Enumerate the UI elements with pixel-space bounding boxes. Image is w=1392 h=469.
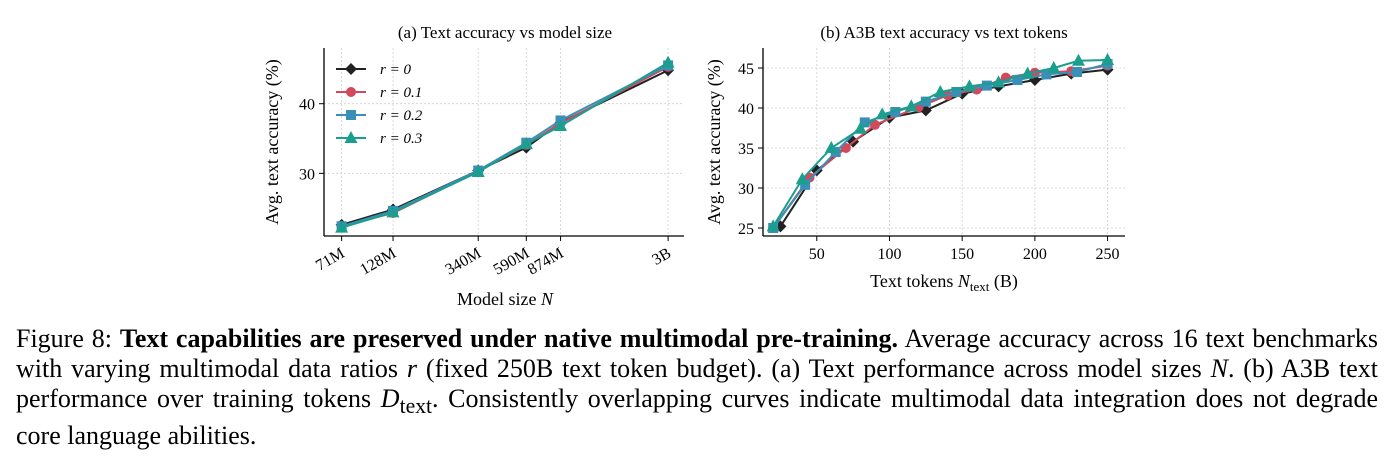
panel-b-x-label-text: Text tokens — [870, 271, 958, 291]
panel-a-x-tick-label: 3B — [649, 245, 674, 269]
panel-a-legend-marker — [346, 87, 356, 97]
panel-b-x-tick-label: 100 — [877, 246, 901, 263]
panel-a-legend-marker — [345, 63, 357, 75]
panel-b-data-point — [853, 121, 867, 134]
panel-b-data-point — [920, 96, 931, 107]
panel-a-x-tick-label: 340M — [443, 245, 485, 279]
panel-a-legend-marker — [346, 110, 356, 120]
panel-a-series-line — [341, 61, 669, 229]
panel-b-x-label-sub: text — [970, 279, 990, 294]
panel-b-y-tick-label: 30 — [738, 181, 754, 198]
panel-b-data-point — [951, 87, 962, 97]
panel-b-data-point — [1021, 66, 1035, 79]
panel-a-x-tick-label: 590M — [491, 245, 533, 279]
panel-b-title: (b) A3B text accuracy vs text tokens — [820, 23, 1067, 42]
panel-a-y-tick-label: 30 — [299, 166, 315, 183]
panel-a-legend-entry: r = 0.3 — [336, 131, 422, 147]
panel-b-data-point — [933, 85, 947, 97]
panel-a-legend-entry: r = 0.2 — [336, 108, 423, 124]
panel-b-x-tick-label: 50 — [809, 246, 825, 263]
panel-a-legend-label: r = 0 — [380, 62, 411, 78]
panel-a-legend-label: r = 0.3 — [380, 131, 422, 147]
panel-a-data-point — [386, 205, 400, 218]
panel-b-x-label: Text tokens Ntext (B) — [870, 271, 1018, 294]
caption-bold-title: Text capabilities are preserved under na… — [119, 324, 899, 353]
panel-a-y-label: Avg. text accuracy (%) — [262, 59, 283, 225]
panel-a-x-label-var: N — [540, 289, 554, 309]
caption-label: Figure 8: — [16, 324, 112, 353]
panel-b-y-label: Avg. text accuracy (%) — [704, 59, 725, 225]
panel-b-data-point — [962, 79, 976, 92]
figure-8-charts: (a) Text accuracy vs model size 71M 128M 3… — [262, 23, 1125, 309]
panel-b-series-r0.3 — [766, 53, 1115, 232]
panel-a-x-tick-label: 71M — [313, 245, 348, 275]
caption-var-r: r — [406, 354, 418, 383]
caption-text-2: (fixed 250B text token budget). (a) Text… — [425, 354, 1202, 383]
panel-b-data-point — [824, 141, 838, 153]
panel-b-y-tick-label: 35 — [738, 141, 754, 158]
caption-text-4: . Consistently overlapping curves indica… — [16, 384, 1379, 451]
panel-a-series-line — [341, 64, 669, 228]
panel-a-series — [335, 55, 675, 233]
panel-b-chart: (b) A3B text accuracy vs text tokens 50 1… — [704, 23, 1125, 294]
panel-a-data-point — [661, 55, 675, 68]
panel-a-x-tick-label: 128M — [357, 245, 399, 279]
panel-a-legend-marker — [344, 131, 358, 143]
panel-b-data-point — [1012, 75, 1023, 85]
panel-b-data-point — [981, 80, 992, 91]
panel-b-y-tick-label: 45 — [738, 61, 754, 78]
caption-var-d-sub: text — [399, 394, 433, 419]
panel-b-data-point — [890, 107, 901, 117]
panel-a-x-label: Model size N — [457, 289, 554, 309]
caption-var-d: D — [380, 384, 400, 413]
panel-a-data-point — [554, 118, 568, 131]
panel-a-x-tick-label: 874M — [525, 245, 567, 279]
panel-a-data-point — [471, 164, 485, 177]
panel-b-series-line — [772, 59, 1108, 227]
panel-b-data-point — [904, 99, 918, 112]
caption-text-3: . (b) A3B text performance over training… — [16, 354, 1379, 413]
panel-b-data-point — [795, 172, 809, 185]
panel-b-data-point — [1072, 67, 1083, 77]
panel-b-ticks: 50 100 150 200 250 25 30 35 40 45 — [738, 61, 1120, 263]
panel-b-data-point — [1041, 69, 1052, 80]
panel-a-x-label-text: Model size — [457, 289, 541, 309]
panel-b-data-point — [875, 107, 889, 120]
panel-a-grid — [324, 48, 684, 236]
panel-b-data-point — [800, 179, 811, 190]
panel-a-series-r0.3 — [335, 55, 675, 233]
panel-b-x-tick-label: 200 — [1023, 246, 1047, 263]
panel-b-data-point — [1047, 61, 1061, 73]
panel-b-grid — [763, 48, 1125, 236]
caption-var-n: N — [1210, 354, 1228, 383]
panel-b-data-point — [869, 119, 880, 130]
caption-text-1: Average accuracy across 16 text benchmar… — [16, 324, 1378, 383]
panel-a-legend-entry: r = 0.1 — [336, 85, 422, 101]
panel-a-title: (a) Text accuracy vs model size — [398, 23, 612, 42]
panel-b-data-point — [992, 75, 1006, 88]
panel-b-y-tick-label: 25 — [738, 221, 754, 238]
panel-a-legend-label: r = 0.1 — [380, 85, 422, 101]
panel-b-series — [766, 53, 1115, 233]
panel-b-data-point — [859, 117, 870, 128]
panel-a-y-tick-label: 40 — [299, 97, 315, 114]
panel-b-y-tick-label: 40 — [738, 101, 754, 118]
panel-a-chart: (a) Text accuracy vs model size 71M 128M 3… — [262, 23, 684, 309]
panel-b-data-point — [1071, 53, 1085, 66]
panel-b-x-tick-label: 150 — [950, 246, 974, 263]
panel-b-data-point — [766, 219, 780, 232]
panel-a-legend-entry: r = 0 — [336, 62, 411, 78]
panel-a-legend-label: r = 0.2 — [380, 108, 423, 124]
panel-a-data-point — [519, 137, 533, 150]
panel-b-x-label-var: N — [957, 271, 971, 291]
panel-b-x-tick-label: 250 — [1096, 246, 1120, 263]
figure-caption: Figure 8: Text capabilities are preserve… — [16, 324, 1378, 451]
panel-a-legend: r = 0 r = 0.1 r = 0.2 r = 0.3 — [336, 62, 423, 147]
panel-a-data-point — [335, 220, 349, 233]
panel-b-data-point — [1101, 53, 1115, 65]
